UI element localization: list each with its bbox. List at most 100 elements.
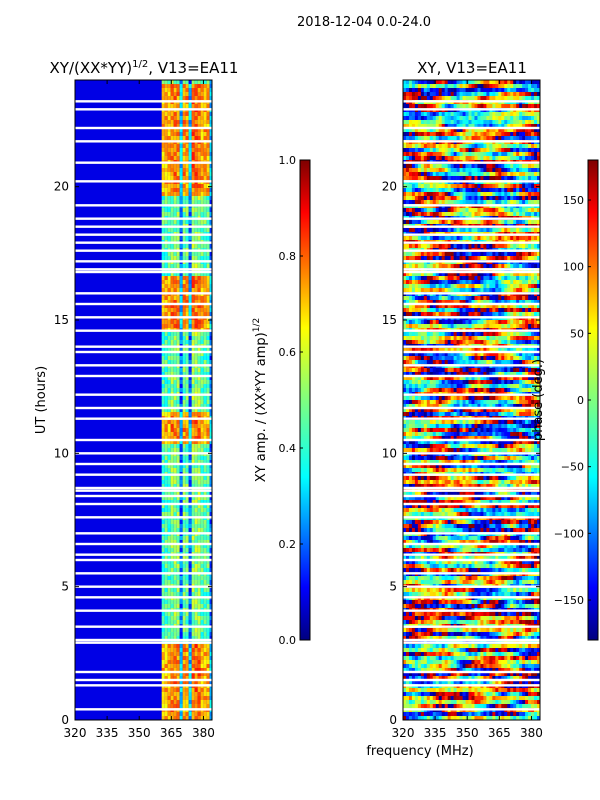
phase-cell: [426, 188, 431, 193]
phase-cell: [414, 120, 419, 125]
phase-cell: [423, 252, 428, 257]
phase-cell: [510, 208, 514, 213]
phase-cell: [519, 88, 523, 93]
amplitude-cell: [167, 448, 171, 453]
amplitude-cell: [173, 176, 177, 181]
phase-cell: [519, 128, 523, 133]
amplitude-cell: [164, 308, 168, 313]
phase-cell: [483, 200, 487, 205]
amplitude-cell: [161, 448, 165, 453]
phase-cell: [489, 92, 493, 97]
amplitude-cell: [182, 172, 186, 177]
phase-cell: [441, 152, 445, 157]
amplitude-cell: [188, 484, 192, 489]
phase-cell: [495, 168, 499, 173]
amplitude-cell: [209, 468, 212, 473]
amplitude-cell: [176, 192, 180, 197]
amplitude-cell: [194, 692, 198, 697]
phase-cell: [411, 136, 416, 141]
phase-cell: [525, 92, 529, 97]
phase-cell: [501, 124, 505, 129]
amplitude-cell: [176, 388, 180, 393]
amplitude-cell: [197, 128, 201, 133]
amplitude-cell: [200, 152, 204, 157]
amplitude-cell: [182, 424, 186, 429]
phase-cell: [444, 164, 448, 169]
phase-cell: [504, 128, 508, 133]
amplitude-cell: [182, 500, 186, 505]
amplitude-cell: [173, 692, 177, 697]
phase-cell: [489, 156, 493, 161]
phase-cell: [405, 120, 410, 125]
phase-cell: [537, 156, 540, 161]
amplitude-cell: [185, 448, 189, 453]
amplitude-cell: [188, 660, 192, 665]
phase-cell: [468, 104, 472, 109]
amplitude-cell: [164, 184, 168, 189]
amplitude-cell: [182, 456, 186, 461]
amplitude-cell: [197, 468, 201, 473]
phase-cell: [504, 188, 508, 193]
amplitude-cell: [170, 380, 174, 385]
amplitude-cell: [188, 272, 192, 277]
amplitude-cell: [200, 156, 204, 161]
phase-cell: [537, 144, 540, 149]
amplitude-cell: [179, 496, 183, 501]
amplitude-cell: [170, 612, 174, 617]
amplitude-cell: [170, 132, 174, 137]
phase-cell: [435, 84, 440, 89]
amplitude-cell: [182, 104, 186, 109]
phase-cell: [462, 168, 466, 173]
amplitude-cell: [200, 116, 204, 121]
amplitude-cell: [164, 384, 168, 389]
amplitude-cell: [191, 428, 195, 433]
phase-cell: [531, 124, 535, 129]
phase-cell: [474, 156, 478, 161]
amplitude-cell: [188, 564, 192, 569]
phase-cell: [519, 144, 523, 149]
phase-cell: [525, 136, 529, 141]
phase-cell: [534, 80, 538, 85]
phase-cell: [513, 124, 517, 129]
amplitude-cell: [191, 288, 195, 293]
amplitude-cell: [188, 92, 192, 97]
amplitude-cell: [209, 404, 212, 409]
amplitude-cell: [194, 604, 198, 609]
phase-cell: [507, 212, 511, 217]
amplitude-cell: [179, 500, 183, 505]
amplitude-cell: [173, 196, 177, 201]
amplitude-cell: [188, 324, 192, 329]
phase-cell: [444, 116, 448, 121]
amplitude-cell: [185, 576, 189, 581]
phase-cell: [405, 148, 410, 153]
phase-cell: [480, 244, 484, 249]
amplitude-cell: [185, 628, 189, 633]
phase-cell: [531, 192, 535, 197]
amplitude-cell: [161, 332, 165, 337]
phase-cell: [420, 112, 425, 117]
phase-cell: [447, 112, 451, 117]
phase-cell: [534, 144, 538, 149]
amplitude-cell: [191, 648, 195, 653]
phase-cell: [501, 164, 505, 169]
phase-cell: [408, 200, 413, 205]
amplitude-cell: [182, 284, 186, 289]
phase-cell: [516, 188, 520, 193]
amplitude-cell: [200, 200, 204, 205]
amplitude-cell: [200, 112, 204, 117]
amplitude-cell: [203, 220, 207, 225]
amplitude-cell: [194, 556, 198, 561]
phase-cell: [403, 136, 407, 141]
phase-cell: [459, 84, 463, 89]
phase-cell: [444, 120, 448, 125]
amplitude-cell: [167, 396, 171, 401]
amplitude-cell: [188, 712, 192, 717]
phase-cell: [471, 264, 475, 269]
phase-cell: [447, 128, 451, 133]
phase-cell: [495, 228, 499, 233]
amplitude-cell: [200, 380, 204, 385]
phase-cell: [501, 120, 505, 125]
phase-cell: [426, 244, 431, 249]
amplitude-cell: [206, 320, 210, 325]
phase-cell: [516, 168, 520, 173]
